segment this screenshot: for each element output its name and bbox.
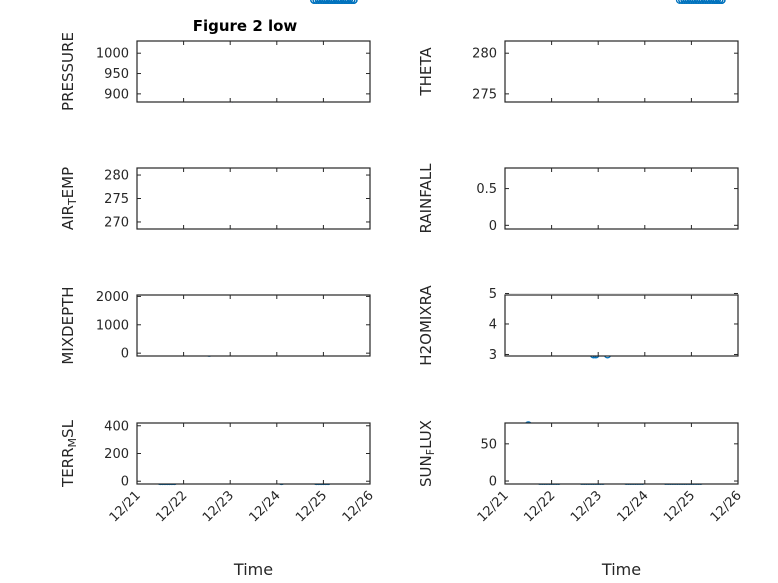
- y-axis-label-main: AIR: [59, 205, 77, 230]
- y-tick-label: 0.5: [476, 182, 497, 197]
- y-tick-label: 1000: [96, 318, 129, 333]
- data-point: [701, 0, 710, 4]
- y-tick-label: 950: [104, 67, 129, 82]
- subplot-air: 270 275 280 AIRTEMP: [59, 0, 371, 230]
- data-point: [331, 0, 339, 4]
- data-point: [713, 0, 721, 4]
- y-tick-label: 0: [489, 219, 497, 234]
- data-point: [689, 0, 698, 4]
- data-point: [328, 0, 337, 4]
- axes-frame: [136, 40, 371, 103]
- data-point: [321, 0, 330, 4]
- data-point: [333, 0, 342, 4]
- axes-frame: [504, 294, 739, 357]
- y-axis-label: THETA: [417, 47, 435, 97]
- data-point: [696, 0, 705, 4]
- data-point: [685, 0, 694, 4]
- data-point: [710, 0, 719, 4]
- y-axis-label-sub: F: [424, 449, 437, 455]
- axes-frame: [504, 40, 739, 103]
- axes-frame: [504, 422, 739, 485]
- data-point: [703, 0, 712, 4]
- y-axis-label-main: THETA: [417, 47, 435, 97]
- y-tick-label: 5: [489, 287, 497, 302]
- y-tick-label: 0: [121, 347, 129, 362]
- data-point: [682, 0, 691, 4]
- y-axis-label: H2OMIXRA: [417, 285, 435, 366]
- data-point: [347, 0, 356, 4]
- data-point: [678, 0, 687, 4]
- figure-title: Figure 2 low: [193, 17, 298, 35]
- y-tick-label: 275: [104, 192, 129, 207]
- y-axis-label: PRESSURE: [59, 32, 77, 111]
- y-axis-label-main: H2OMIXRA: [417, 285, 435, 366]
- y-tick-label: 0: [121, 475, 129, 490]
- data-point: [342, 0, 351, 4]
- y-axis-label-sub: T: [66, 198, 79, 206]
- y-axis-label-sub: M: [66, 438, 79, 448]
- data-point: [319, 0, 328, 4]
- y-axis-label-tail: SL: [59, 419, 77, 438]
- y-tick-label: 280: [104, 169, 129, 184]
- y-tick-label: 50: [480, 437, 497, 452]
- y-axis-label-main: PRESSURE: [59, 32, 77, 111]
- y-axis-label-main: RAINFALL: [417, 163, 435, 234]
- subplot-mixdepth: 0 1000 2000 MIXDEPTH: [59, 0, 371, 365]
- y-axis-label: AIRTEMP: [59, 167, 79, 230]
- y-axis-label: RAINFALL: [417, 163, 435, 234]
- data-point: [694, 0, 703, 4]
- data-point: [680, 0, 689, 4]
- y-tick-label: 3: [489, 348, 497, 363]
- y-axis-label: SUNFLUX: [417, 420, 437, 487]
- data-point: [314, 0, 323, 4]
- data-point: [338, 0, 346, 4]
- y-axis-label: MIXDEPTH: [59, 286, 77, 364]
- y-tick-label: 200: [104, 447, 129, 462]
- data-point: [675, 0, 684, 4]
- y-tick-label: 275: [472, 87, 497, 102]
- data-point: [706, 0, 714, 4]
- y-tick-label: 900: [104, 87, 129, 102]
- axes-frame: [136, 294, 371, 357]
- y-tick-label: 0: [489, 475, 497, 490]
- y-axis-label: TERRMSL: [59, 419, 79, 488]
- subplot-theta: 275 280 THETA: [417, 0, 739, 103]
- axes-frame: [504, 167, 739, 230]
- x-axis-label: Time: [233, 560, 273, 579]
- y-tick-label: 1000: [96, 47, 129, 62]
- data-point: [699, 0, 707, 4]
- y-tick-label: 4: [489, 317, 497, 332]
- data-point: [715, 0, 724, 4]
- y-axis-label-main: TERR: [59, 447, 77, 488]
- data-point: [335, 0, 344, 4]
- y-tick-label: 270: [104, 215, 129, 230]
- data-point: [692, 0, 701, 4]
- y-tick-label: 2000: [96, 290, 129, 305]
- subplot-rainfall: 0 0.5 RAINFALL: [417, 163, 739, 234]
- y-tick-label: 280: [472, 47, 497, 62]
- data-point: [708, 0, 717, 4]
- axes-frame: [136, 422, 371, 485]
- x-axis-label: Time: [601, 560, 641, 579]
- data-point: [345, 0, 353, 4]
- data-point: [312, 0, 321, 4]
- data-point: [317, 0, 326, 4]
- subplot-pressure: 900 950 1000 PRESSURE: [59, 0, 371, 111]
- data-point: [687, 0, 696, 4]
- data-point: [717, 0, 726, 4]
- data-point: [340, 0, 349, 4]
- data-point: [324, 0, 333, 4]
- y-axis-label-main: MIXDEPTH: [59, 286, 77, 364]
- data-point: [310, 0, 319, 4]
- subplot-h2omixra: 3 4 5 H2OMIXRA: [417, 0, 739, 366]
- y-axis-label-tail: LUX: [417, 420, 435, 449]
- data-point: [326, 0, 335, 4]
- y-axis-label-tail: EMP: [59, 167, 77, 198]
- axes-frame: [136, 167, 371, 230]
- y-axis-label-main: SUN: [417, 455, 435, 487]
- data-point: [349, 0, 358, 4]
- y-tick-label: 400: [104, 419, 129, 434]
